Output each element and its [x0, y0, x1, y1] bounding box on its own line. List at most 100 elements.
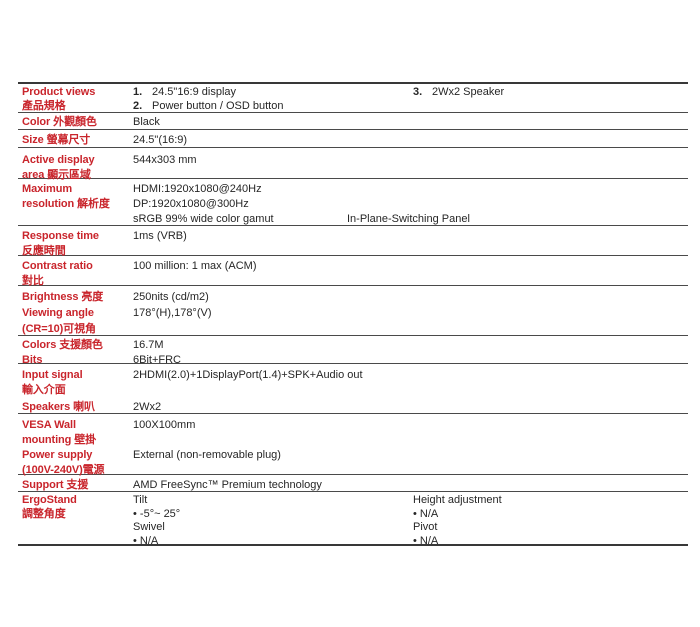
row-value-right: Height adjustment • N/A Pivot • N/A: [413, 494, 502, 548]
spec-row-brightness-viewing-angle: Brightness 亮度 Viewing angle (CR=10)可視角 2…: [18, 286, 688, 336]
label-line-zh: mounting 壁掛: [22, 433, 97, 446]
row-label: Contrast ratio 對比: [22, 259, 134, 289]
spec-row-response-time: Response time 反應時間 1ms (VRB): [18, 226, 688, 259]
label-line: Colors 支援顏色: [22, 338, 103, 351]
row-value: HDMI:1920x1080@240Hz DP:1920x1080@300Hz …: [133, 182, 274, 227]
value-line: 6Bit+FRC: [133, 353, 181, 366]
row-label: Colors 支援顏色 Bits: [22, 338, 134, 368]
label-line: Speakers 喇叭: [22, 401, 95, 413]
row-label: ErgoStand 調整角度: [22, 494, 134, 521]
label-line-zh: area 顯示區域: [22, 168, 91, 181]
label-line: ErgoStand: [22, 494, 77, 506]
row-label: Size 螢幕尺寸: [22, 133, 134, 148]
label-line: Brightness 亮度: [22, 291, 104, 303]
row-value: AMD FreeSync™ Premium technology: [133, 478, 322, 493]
value-line: 2Wx2: [133, 401, 162, 413]
label-line-zh: 反應時間: [22, 245, 66, 257]
value-line: Swivel: [133, 521, 165, 533]
value-line: 100 million: 1 max (ACM): [133, 260, 257, 272]
spacer: [133, 433, 281, 448]
spec-row-size: Size 螢幕尺寸 24.5"(16:9): [18, 130, 688, 148]
label-line: Viewing angle: [22, 307, 94, 319]
value-line: HDMI:1920x1080@240Hz: [133, 183, 262, 195]
row-value: 250nits (cd/m2) 178°(H),178°(V): [133, 289, 212, 321]
label-line-zh: 產品規格: [22, 100, 66, 112]
row-value: 544x303 mm: [133, 153, 197, 168]
row-value: Tilt • -5°~ 25° Swivel • N/A: [133, 494, 180, 548]
value-line: 100X100mm: [133, 418, 196, 431]
row-label: Brightness 亮度 Viewing angle (CR=10)可視角: [22, 289, 134, 337]
row-value: 1ms (VRB): [133, 229, 187, 244]
value-line: 250nits (cd/m2): [133, 291, 209, 303]
label-line-zh: 調整角度: [22, 507, 66, 520]
row-value: 2HDMI(2.0)+1DisplayPort(1.4)+SPK+Audio o…: [133, 368, 363, 415]
row-label: Maximum resolution 解析度: [22, 182, 134, 212]
value-line: 24.5"(16:9): [133, 133, 188, 146]
label-line-zh: resolution 解析度: [22, 198, 110, 210]
label-line: Input signal: [22, 369, 83, 381]
value-line: 1ms (VRB): [133, 230, 187, 242]
row-label: Support 支援: [22, 478, 134, 493]
label-line-zh: 輸入介面: [22, 384, 66, 396]
spec-row-input-signal-speakers: Input signal 輸入介面 Speakers 喇叭 2HDMI(2.0)…: [18, 364, 688, 414]
label-line-zh: 對比: [22, 275, 44, 287]
spec-row-product-views: Product views 產品規格 1. 24.5"16:9 display 2…: [18, 84, 688, 113]
item-text: 24.5"16:9 display: [152, 86, 237, 98]
row-value-right: 3. 2Wx2 Speaker: [413, 85, 504, 99]
value-line: External (non-removable plug): [133, 448, 281, 461]
numbered-item: 2. Power button / OSD button: [133, 99, 283, 113]
row-value: 100 million: 1 max (ACM): [133, 259, 256, 274]
row-value: 24.5"(16:9): [133, 133, 187, 148]
label-line-zh: (100V-240V)電源: [22, 463, 105, 476]
label-line: Bits: [22, 353, 43, 366]
row-label: Input signal 輸入介面 Speakers 喇叭: [22, 368, 134, 415]
value-line: sRGB 99% wide color gamut: [133, 213, 274, 225]
label-line: VESA Wall: [22, 418, 76, 431]
row-label: VESA Wall mounting 壁掛 Power supply (100V…: [22, 418, 134, 478]
item-text: Power button / OSD button: [152, 100, 284, 112]
label-line-zh: (CR=10)可視角: [22, 323, 96, 335]
value-line: Height adjustment: [413, 494, 502, 506]
value-line: AMD FreeSync™ Premium technology: [133, 479, 322, 491]
spec-row-vesa-power: VESA Wall mounting 壁掛 Power supply (100V…: [18, 414, 688, 476]
row-value: Black: [133, 115, 160, 130]
row-value: 16.7M 6Bit+FRC: [133, 338, 181, 368]
item-number: 2.: [133, 100, 143, 112]
spec-row-contrast-ratio: Contrast ratio 對比 100 million: 1 max (AC…: [18, 256, 688, 289]
label-line: Power supply: [22, 448, 93, 461]
spec-table: Product views 產品規格 1. 24.5"16:9 display 2…: [18, 82, 688, 548]
value-line: Pivot: [413, 521, 438, 533]
value-line: Black: [133, 116, 160, 128]
row-value: 1. 24.5"16:9 display 2. Power button / OSD…: [133, 85, 283, 113]
row-value: 100X100mm External (non-removable plug): [133, 418, 281, 463]
numbered-item: 3. 2Wx2 Speaker: [413, 85, 504, 99]
spacer: [133, 383, 363, 398]
label-line: Product views: [22, 86, 96, 98]
value-line: In-Plane-Switching Panel: [347, 213, 470, 225]
spec-row-ergostand: ErgoStand 調整角度 Tilt • -5°~ 25° Swivel • …: [18, 492, 688, 548]
label-line: Response time: [22, 230, 99, 242]
item-text: 2Wx2 Speaker: [432, 86, 505, 98]
value-line: 16.7M: [133, 338, 164, 351]
numbered-item: 1. 24.5"16:9 display: [133, 85, 283, 99]
item-number: 3.: [413, 86, 423, 98]
label-line: Color 外觀顏色: [22, 116, 97, 128]
value-line: 178°(H),178°(V): [133, 307, 212, 319]
spec-row-active-display-area: Active display area 顯示區域 544x303 mm: [18, 148, 688, 181]
spec-row-color: Color 外觀顏色 Black: [18, 113, 688, 130]
panel-type-value: In-Plane-Switching Panel: [347, 212, 470, 227]
value-line: 2HDMI(2.0)+1DisplayPort(1.4)+SPK+Audio o…: [133, 369, 363, 381]
value-line-bullet: • N/A: [133, 534, 159, 547]
row-label: Product views 產品規格: [22, 85, 134, 113]
label-line: Maximum: [22, 183, 73, 195]
value-line-bullet: • -5°~ 25°: [133, 507, 181, 520]
value-line: Tilt: [133, 494, 148, 506]
value-line-bullet: • N/A: [413, 507, 439, 520]
label-line: Active display: [22, 153, 95, 166]
label-line: Contrast ratio: [22, 260, 93, 272]
label-line: Size 螢幕尺寸: [22, 133, 91, 146]
row-label: Response time 反應時間: [22, 229, 134, 259]
spec-row-maximum-resolution: Maximum resolution 解析度 HDMI:1920x1080@24…: [18, 179, 688, 226]
value-line: 544x303 mm: [133, 153, 197, 166]
